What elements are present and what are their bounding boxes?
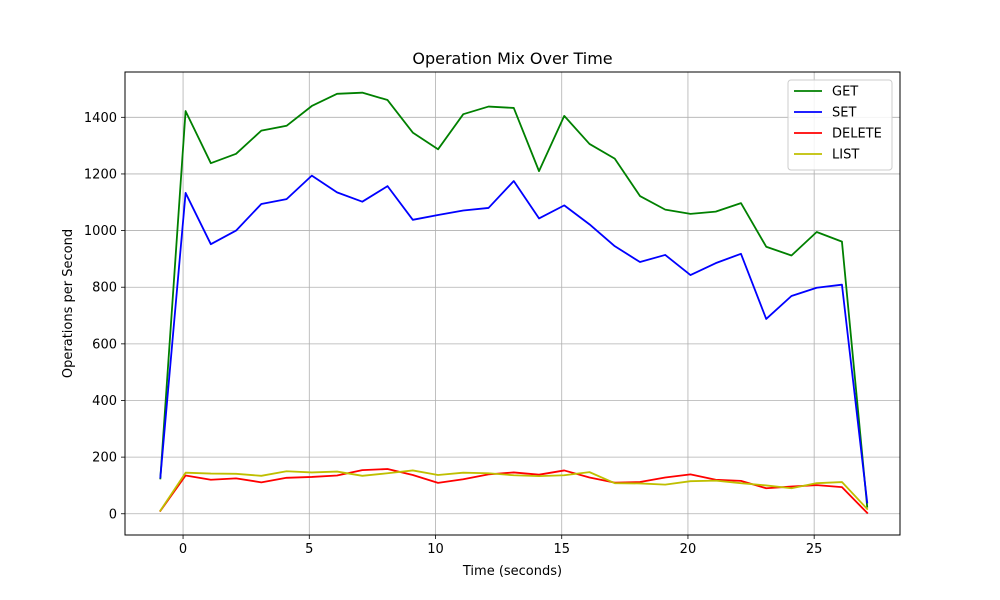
y-axis-ticks: 0 200 400 600 800 1000 1200 1400: [84, 111, 125, 522]
series-lines: [159, 91, 869, 515]
x-tick-label: 5: [305, 542, 313, 557]
legend-label-delete: DELETE: [832, 127, 882, 142]
y-tick-label: 1000: [84, 224, 117, 239]
grid: [125, 72, 900, 535]
y-tick-label: 400: [92, 394, 117, 409]
x-tick-label: 25: [806, 542, 823, 557]
series-line-set: [159, 174, 869, 504]
y-tick-label: 600: [92, 337, 117, 352]
legend-label-set: SET: [832, 106, 856, 121]
x-axis-ticks: 0 5 10 15 20 25: [179, 535, 823, 557]
x-tick-label: 20: [680, 542, 697, 557]
x-tick-label: 0: [179, 542, 187, 557]
legend-label-list: LIST: [832, 148, 859, 163]
legend-box: [787, 79, 893, 171]
x-axis-label: Time (seconds): [462, 564, 562, 579]
y-tick-label: 1200: [84, 167, 117, 182]
y-axis-label: Operations per Second: [61, 229, 76, 378]
y-tick-label: 0: [109, 507, 117, 522]
y-tick-label: 800: [92, 281, 117, 296]
series-line-list: [159, 469, 869, 512]
y-tick-label: 200: [92, 451, 117, 466]
legend: GET SET DELETE LIST: [787, 79, 893, 171]
x-tick-label: 15: [553, 542, 570, 557]
series-line-get: [159, 91, 869, 508]
y-tick-label: 1400: [84, 111, 117, 126]
x-tick-label: 10: [427, 542, 444, 557]
plot-frame: [124, 71, 901, 536]
legend-label-get: GET: [832, 85, 858, 100]
chart-title: Operation Mix Over Time: [412, 49, 612, 68]
